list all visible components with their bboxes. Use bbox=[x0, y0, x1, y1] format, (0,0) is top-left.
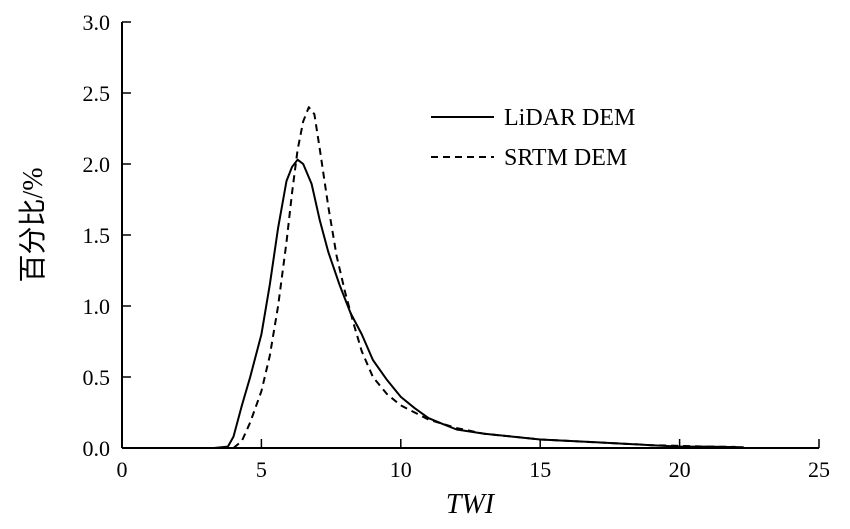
x-tick-label: 10 bbox=[390, 457, 412, 482]
x-axis-title: TWI bbox=[446, 489, 496, 520]
legend-label: LiDAR DEM bbox=[504, 105, 635, 131]
x-tick-label: 25 bbox=[808, 457, 830, 482]
legend: LiDAR DEM SRTM DEM bbox=[431, 105, 635, 171]
x-tick-label: 15 bbox=[529, 457, 551, 482]
x-tick-label: 20 bbox=[669, 457, 691, 482]
y-tick-label: 0.0 bbox=[83, 436, 111, 461]
legend-label: SRTM DEM bbox=[504, 145, 627, 171]
y-tick-label: 2.5 bbox=[83, 81, 111, 106]
y-tick-label: 3.0 bbox=[83, 10, 111, 35]
x-tick-label: 0 bbox=[117, 457, 128, 482]
series-line-lidar bbox=[213, 158, 744, 449]
y-tick-label: 2.0 bbox=[83, 152, 111, 177]
y-tick-label: 1.0 bbox=[83, 294, 111, 319]
plot-area bbox=[213, 106, 744, 449]
series-line-srtm bbox=[232, 106, 736, 449]
axes: 0 5 10 15 20 25 0.0 0.5 1.0 1.5 2.0 2.5 3.0 bbox=[83, 10, 831, 482]
x-tick-label: 5 bbox=[256, 457, 267, 482]
y-axis-title: 百分比/% bbox=[17, 167, 49, 282]
y-tick-label: 0.5 bbox=[83, 365, 111, 390]
y-tick-label: 1.5 bbox=[83, 223, 111, 248]
